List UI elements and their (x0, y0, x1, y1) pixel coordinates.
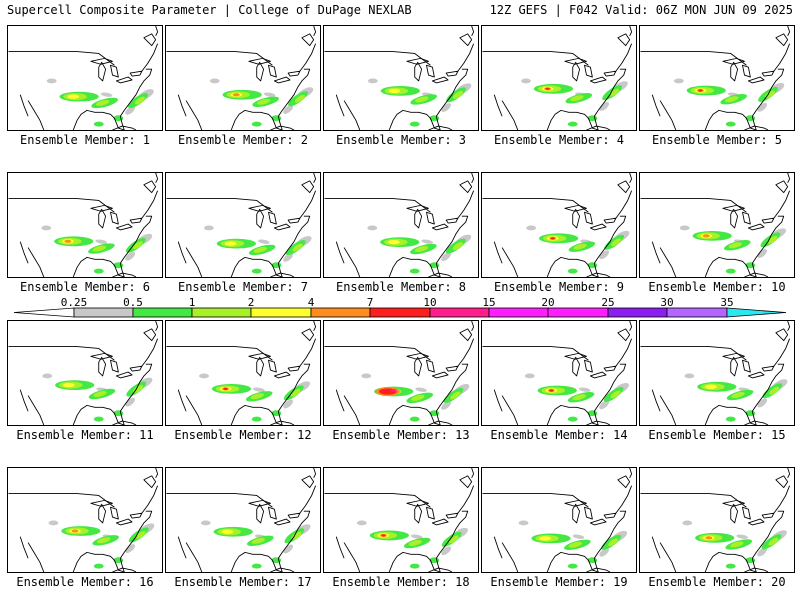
ensemble-member-label: Ensemble Member: 18 (332, 575, 470, 589)
ensemble-member-label: Ensemble Member: 1 (19, 133, 151, 147)
ensemble-map-panel (639, 25, 795, 131)
ensemble-member-label: Ensemble Member: 20 (648, 575, 786, 589)
colorbar-segment (666, 307, 728, 318)
ensemble-member-label: Ensemble Member: 3 (335, 133, 467, 147)
ensemble-map-panel (165, 25, 321, 131)
ensemble-map-panel (639, 320, 795, 426)
colorbar-tick-label: 0.25 (61, 296, 88, 309)
ensemble-member-label: Ensemble Member: 4 (493, 133, 625, 147)
ensemble-member-label: Ensemble Member: 7 (177, 280, 309, 294)
scp-map (640, 321, 791, 425)
scp-map (166, 173, 317, 277)
ensemble-member-label: Ensemble Member: 2 (177, 133, 309, 147)
colorbar-tick-label: 30 (660, 296, 673, 309)
colorbar-segment (488, 307, 549, 318)
ensemble-member-label: Ensemble Member: 16 (16, 575, 154, 589)
ensemble-member-label: Ensemble Member: 17 (174, 575, 312, 589)
ensemble-member-label: Ensemble Member: 5 (651, 133, 783, 147)
scp-map (166, 26, 317, 130)
color-legend: 0.25 0.5 1 2 4 7 10 15 20 25 30 35 (13, 296, 787, 318)
ensemble-member-label: Ensemble Member: 9 (493, 280, 625, 294)
scp-map (8, 26, 159, 130)
colorbar-tick-label: 7 (367, 296, 374, 309)
colorbar-segment (132, 307, 193, 318)
ensemble-member-label: Ensemble Member: 12 (174, 428, 312, 442)
valid-time: 12Z GEFS | F042 Valid: 06Z MON JUN 09 20… (489, 3, 793, 17)
colorbar-tick-label: 10 (423, 296, 436, 309)
colorbar-segment (191, 307, 252, 318)
scp-map (8, 173, 159, 277)
page-title: Supercell Composite Parameter | College … (7, 3, 412, 17)
colorbar-segment (429, 307, 490, 318)
ensemble-member-label: Ensemble Member: 14 (490, 428, 628, 442)
scp-map (166, 468, 317, 572)
colorbar-segment (369, 307, 431, 318)
scp-map (324, 321, 475, 425)
colorbar-segment (607, 307, 668, 318)
colorbar-tick-label: 20 (541, 296, 554, 309)
scp-map (640, 26, 791, 130)
scp-map (324, 26, 475, 130)
ensemble-member-label: Ensemble Member: 13 (332, 428, 470, 442)
ensemble-member-label: Ensemble Member: 19 (490, 575, 628, 589)
ensemble-member-label: Ensemble Member: 6 (19, 280, 151, 294)
colorbar-tick-label: 4 (308, 296, 315, 309)
ensemble-member-label: Ensemble Member: 15 (648, 428, 786, 442)
ensemble-map-panel (481, 467, 637, 573)
scp-map (324, 468, 475, 572)
ensemble-map-panel (165, 467, 321, 573)
scp-map (640, 173, 791, 277)
ensemble-map-panel (323, 467, 479, 573)
scp-map (166, 321, 317, 425)
ensemble-map-panel (165, 320, 321, 426)
colorbar-segment (547, 307, 609, 318)
ensemble-map-panel (323, 172, 479, 278)
ensemble-map-panel (7, 467, 163, 573)
scp-map (482, 321, 633, 425)
scp-map (640, 468, 791, 572)
colorbar-tick-label: 2 (248, 296, 255, 309)
scp-map (482, 173, 633, 277)
scp-map (324, 173, 475, 277)
ensemble-member-label: Ensemble Member: 8 (335, 280, 467, 294)
colorbar-min-arrow (13, 307, 75, 318)
ensemble-map-panel (165, 172, 321, 278)
ensemble-map-panel (481, 320, 637, 426)
ensemble-map-panel (323, 320, 479, 426)
colorbar-tick-label: 1 (189, 296, 196, 309)
scp-map (482, 468, 633, 572)
colorbar-tick-label: 35 (720, 296, 733, 309)
scp-map (482, 26, 633, 130)
colorbar-tick-label: 0.5 (123, 296, 143, 309)
ensemble-map-panel (7, 25, 163, 131)
colorbar-segment (250, 307, 312, 318)
colorbar-tick-label: 25 (601, 296, 614, 309)
colorbar-max-arrow (726, 307, 787, 318)
ensemble-map-panel (639, 172, 795, 278)
ensemble-map-panel (7, 172, 163, 278)
scp-map (8, 321, 159, 425)
ensemble-map-panel (7, 320, 163, 426)
ensemble-map-panel (481, 172, 637, 278)
colorbar-segment (73, 307, 134, 318)
ensemble-member-label: Ensemble Member: 11 (16, 428, 154, 442)
ensemble-member-label: Ensemble Member: 10 (648, 280, 786, 294)
scp-map (8, 468, 159, 572)
colorbar-segment (310, 307, 371, 318)
ensemble-map-panel (323, 25, 479, 131)
ensemble-map-panel (481, 25, 637, 131)
ensemble-map-panel (639, 467, 795, 573)
colorbar-tick-label: 15 (482, 296, 495, 309)
